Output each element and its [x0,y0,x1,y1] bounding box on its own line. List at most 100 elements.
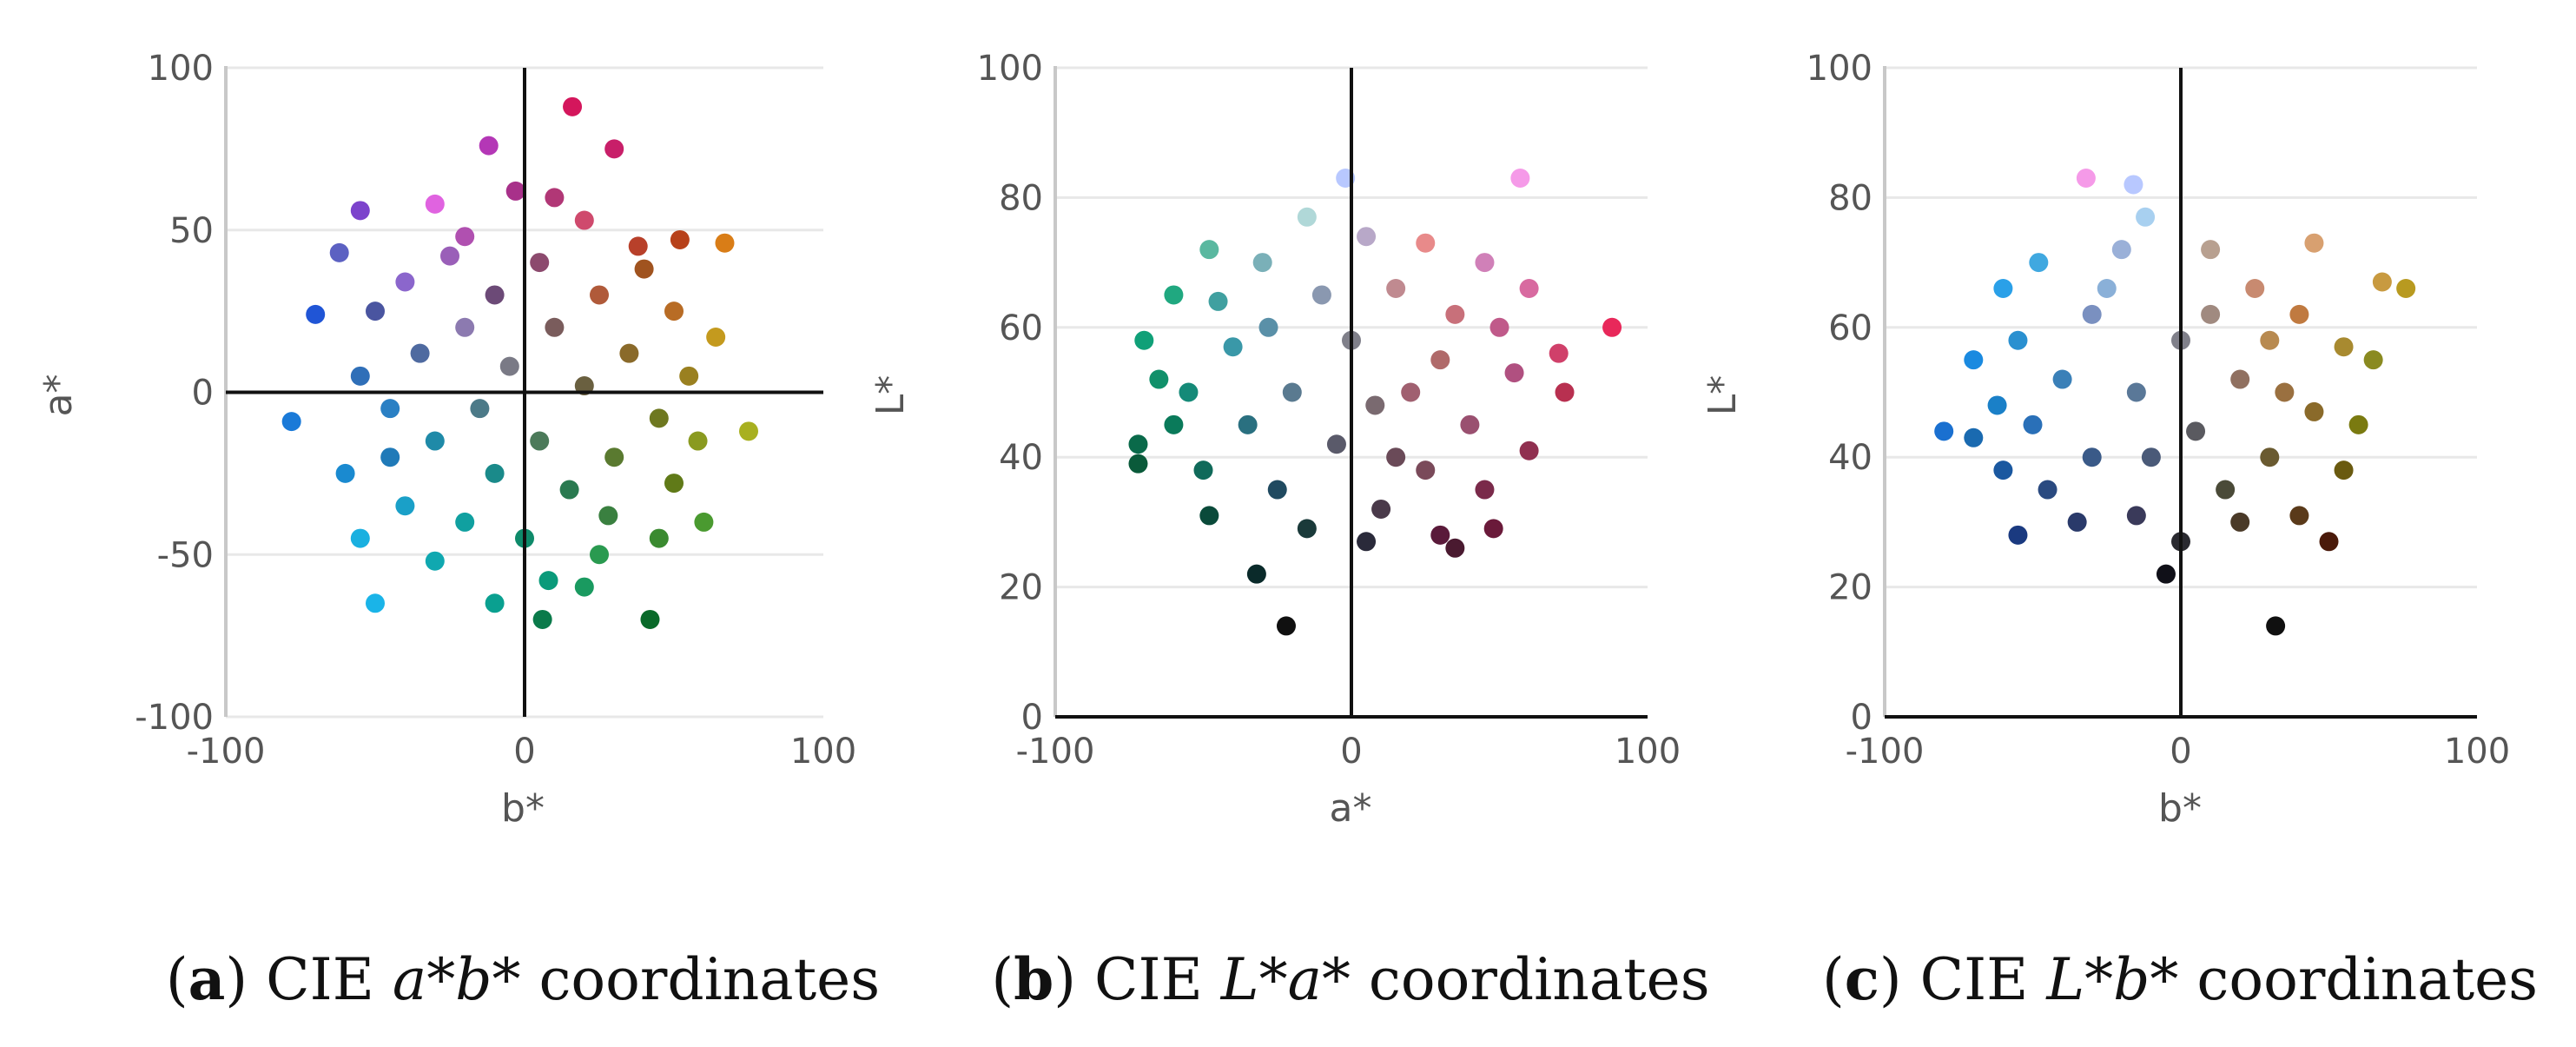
panel-b-data-point [1460,414,1480,434]
panel-c-caption-letter: c [1845,945,1879,1013]
panel-c-data-point [2126,506,2146,526]
panel-c-caption: (c) CIE L*b* coordinates [1822,945,2538,1013]
panel-a-data-point [281,412,301,432]
panel-b-data-point [1199,240,1219,260]
panel-a-y-tick-label: -100 [135,698,214,738]
panel-b-data-point [1326,434,1346,454]
panel-b-data-point [1519,278,1539,298]
panel-a-xlabel: b* [501,786,545,831]
panel-b-data-point [1164,285,1184,305]
panel-a-y-tick-label: 0 [192,374,214,414]
panel-a-data-point [634,259,654,279]
panel-c-data-point [2363,350,2383,370]
panel-c-caption-prefix: CIE [1902,946,2047,1013]
panel-b-data-point [1430,350,1450,370]
panel-c-data-point [2156,564,2176,584]
panel-b-caption-letter: b [1014,945,1054,1013]
panel-b-data-point [1357,227,1377,247]
panel-a-data-point [505,181,525,201]
panel-b-data-point [1128,434,1148,454]
panel-c-data-point [1993,278,2013,298]
panel-a-data-point [329,242,349,262]
panel-a-data-point [485,593,505,613]
panel-b-data-point [1510,168,1530,188]
panel-b-data-point [1555,382,1575,402]
panel-b-caption-italic: L*a* [1220,946,1351,1013]
panel-c-data-point [2186,421,2206,441]
panel-a-data-point [425,431,445,451]
panel-a-data-point [470,399,490,419]
panel-c-x-tick-label: 0 [2170,732,2191,772]
panel-a-data-point [715,233,735,253]
panel-a-data-point [455,227,475,247]
panel-c-data-point [2348,414,2368,434]
panel-b-data-point [1282,382,1302,402]
panel-b-data-point [1416,233,1436,253]
panel-a-x-tick-label: 100 [790,732,856,772]
panel-b-y-tick-label: 20 [999,568,1043,608]
panel-b-data-point [1311,285,1331,305]
panel-c-xlabel: b* [2158,786,2202,831]
panel-b-y-tick-label: 80 [999,178,1043,218]
panel-a-x-tick-label: -100 [187,732,266,772]
panel-b-data-point [1267,480,1287,500]
panel-b-data-point [1164,414,1184,434]
panel-a-data-point [649,528,669,548]
panel-c-y-tick-label: 0 [1851,698,1873,738]
panel-c-data-point [1987,395,2007,415]
panel-a-data-point [545,188,565,208]
panel-a-plot: -100 -50 0 50 100 -100 0 100 [135,49,856,772]
panel-c-x-tick-label: -100 [1846,732,1925,772]
panel-a-data-point [538,571,558,591]
panel-a-data-point [530,431,550,451]
panel-a-data-point [485,463,505,483]
panel-a-data-point [694,512,714,532]
panel-a-data-point [574,210,594,230]
panel-b-data-point [1179,382,1199,402]
panel-a-ylabel: a* [36,374,81,417]
panel-b-data-point [1223,337,1243,357]
panel-c-data-point [2319,532,2339,552]
panel-c-data-point [2008,525,2028,545]
panel-b-data-point [1430,525,1450,545]
panel-c-data-point [2029,253,2049,273]
panel-c-data-point [2289,506,2309,526]
panel-c-data-point [2124,175,2143,195]
panel-a-data-point [395,496,415,516]
panel-a-data-point [485,285,505,305]
panel-a-data-point [479,136,499,156]
panel-c-data-point [2334,461,2354,480]
panel-a-data-point [350,528,370,548]
panel-a-data-point [574,577,594,597]
panel-c-y-tick-label: 80 [1828,178,1873,218]
panel-a-y-tick-label: 100 [148,49,214,89]
panel-a-data-point [706,328,726,348]
panel-c-data-point [2230,512,2250,532]
panel-a-data-point [530,253,550,273]
panel-c-data-point [2052,369,2072,389]
panel-c-data-point [2201,304,2221,324]
panel-c-data-point [2334,337,2354,357]
panel-b-data-point [1258,317,1278,337]
panel-b-data-point [1483,519,1503,539]
panel-c-data-point [2136,207,2156,227]
panel-a-data-point [670,229,690,249]
panel-a-data-point [604,139,624,159]
panel-c-data-point [2396,278,2416,298]
panel-c-data-point [2304,233,2324,253]
panel-b-data-point [1445,304,1465,324]
panel-b-data-point [1386,447,1406,467]
panel-a-y-tick-label: -50 [157,535,214,575]
panel-b-data-point [1475,253,1495,273]
panel-a-data-point [380,399,400,419]
panel-c-y-tick-label: 60 [1828,308,1873,348]
panel-a-data-point [739,421,758,441]
panel-b-data-point [1276,616,1296,636]
panel-c-x-tick-label: 100 [2444,732,2510,772]
panel-c-data-point [2216,480,2236,500]
panel-c-data-point [2097,278,2117,298]
panel-a-data-point [410,343,430,363]
panel-b-data-point [1504,363,1524,383]
